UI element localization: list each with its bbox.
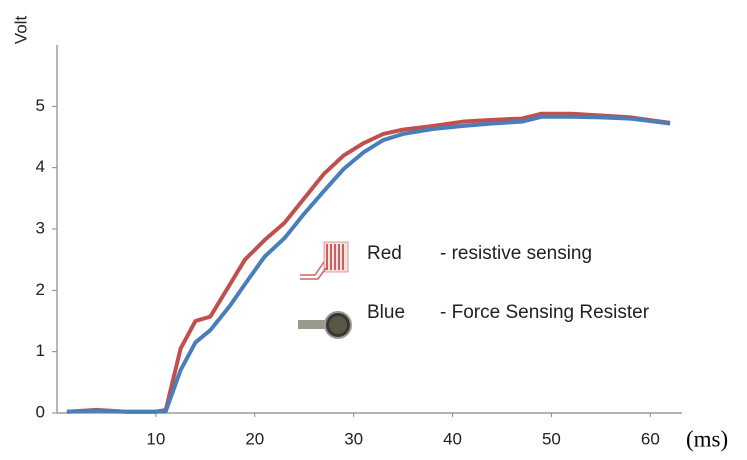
- y-tick-label: 1: [36, 341, 45, 360]
- fsr-sensor-icon: [298, 311, 352, 339]
- y-axis-label: Volt: [11, 16, 30, 45]
- resistive-sensor-icon: [300, 241, 349, 280]
- x-tick-label: 50: [542, 429, 561, 448]
- x-tick-label: 20: [245, 429, 264, 448]
- data-line: [66, 111, 671, 414]
- legend-label: Red: [367, 243, 402, 264]
- y-tick-label: 3: [36, 218, 45, 237]
- x-tick-label: 10: [146, 429, 165, 448]
- data-line: [66, 114, 671, 414]
- legend-label: Blue: [367, 302, 405, 323]
- x-tick-label: 40: [443, 429, 462, 448]
- legend-description: - resistive sensing: [440, 243, 592, 264]
- y-tick-label: 2: [36, 280, 45, 299]
- y-tick-label: 0: [36, 402, 45, 421]
- x-tick-label: 30: [344, 429, 363, 448]
- legend-description: - Force Sensing Resister: [440, 302, 650, 323]
- y-tick-label: 4: [36, 157, 45, 176]
- x-tick-label: 60: [641, 429, 660, 448]
- x-axis-unit: (ms): [686, 426, 728, 451]
- y-tick-label: 5: [36, 96, 45, 115]
